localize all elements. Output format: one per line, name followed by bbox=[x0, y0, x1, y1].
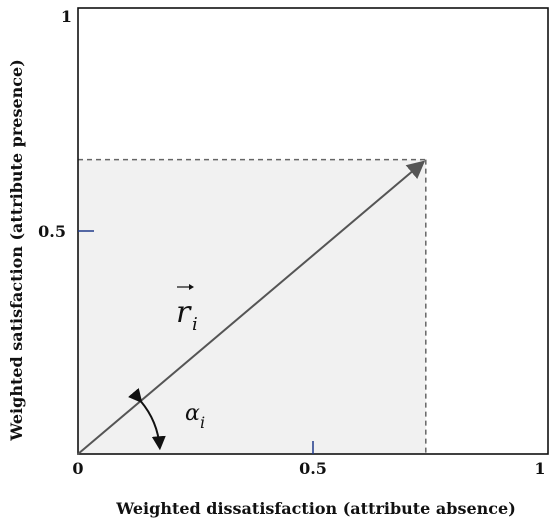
angle-arc bbox=[128, 387, 166, 451]
angle-label-subscript: i bbox=[200, 413, 205, 432]
x-axis-title: Weighted dissatisfaction (attribute abse… bbox=[115, 499, 516, 518]
y-tick-label-0.5: 0.5 bbox=[38, 222, 66, 241]
angle-label-base: α bbox=[185, 401, 200, 426]
y-axis-title: Weighted satisfaction (attribute presenc… bbox=[7, 59, 26, 442]
vector-overarrow-head bbox=[189, 284, 194, 290]
angle-label: α i bbox=[185, 401, 205, 432]
vector-label: r i bbox=[176, 284, 198, 335]
vector-label-base: r bbox=[176, 295, 192, 330]
x-tick-label-1: 1 bbox=[534, 459, 545, 478]
vector-label-subscript: i bbox=[192, 314, 198, 335]
y-tick-label-1: 1 bbox=[61, 7, 72, 26]
x-tick-label-0: 0 bbox=[72, 459, 83, 478]
x-tick-label-0.5: 0.5 bbox=[299, 459, 327, 478]
